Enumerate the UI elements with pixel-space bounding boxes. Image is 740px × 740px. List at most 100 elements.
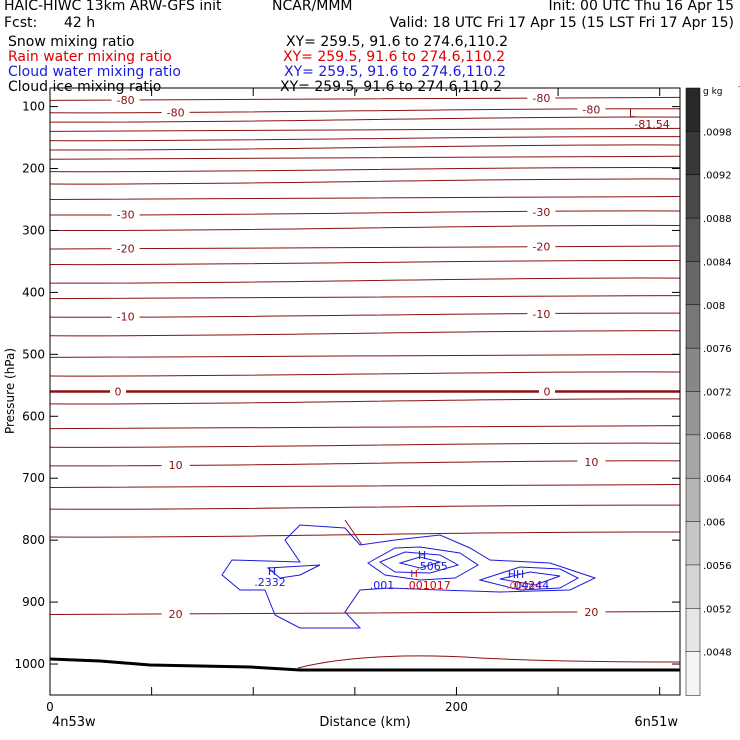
isotherm-label-bg [161, 459, 190, 472]
isotherm-line [49, 155, 681, 160]
isotherm-label-bg [527, 240, 556, 253]
isotherm-line [49, 483, 681, 489]
isotherm-line [49, 127, 681, 132]
colorbar-unit-exponent: -1 [738, 83, 740, 91]
colorbar-tick-label: .0068 [703, 431, 732, 442]
colorbar-tick-label: .0092 [703, 171, 732, 182]
isotherm-line [49, 442, 681, 448]
y-tick-label: 200 [22, 162, 45, 176]
isotherm-label: -20 [532, 241, 550, 254]
isotherm-line [49, 178, 681, 185]
isotherm-label: 10 [169, 459, 183, 472]
isotherm-label-bg [111, 208, 140, 221]
field-name-rain: Rain water mixing ratio [8, 49, 172, 65]
isotherm-line [49, 224, 681, 232]
rain-value: .001017 [405, 579, 451, 592]
cloud-water-high-marker: H [418, 549, 426, 562]
isotherm-line [49, 116, 681, 123]
isotherm-label: -20 [117, 243, 135, 256]
isotherm-line [49, 210, 681, 216]
colorbar-tick-label: .0084 [703, 257, 732, 268]
isotherm-line [49, 398, 681, 405]
isotherm-line [297, 655, 681, 669]
isotherm-line [49, 371, 681, 377]
isotherm-line [49, 531, 681, 538]
colorbar: .0098 .0092 .0088 .0084 .008 .0076 .0072 .0068.… [685, 83, 740, 696]
isotherm-label-bg [111, 242, 140, 255]
colorbar-tick-label: .0098 [703, 127, 732, 138]
y-tick-label: 800 [22, 533, 45, 547]
cloud-water-contour [221, 524, 597, 629]
isotherm-line [49, 353, 681, 359]
isotherm-label-bg [527, 308, 556, 321]
y-tick-label: 100 [22, 100, 45, 114]
endpoint-right: 6n51w [634, 715, 678, 730]
cloud-water-high-marker: H [268, 565, 276, 578]
isotherm-label: -80 [167, 106, 185, 119]
isotherm-label-bg [577, 455, 606, 468]
isotherm-line [49, 136, 681, 142]
colorbar-tick-label: .006 [703, 518, 725, 529]
y-tick-label: 700 [22, 471, 45, 485]
field-name-snow: Snow mixing ratio [8, 34, 135, 50]
cloud-water-contour [266, 564, 321, 579]
isotherm-line [49, 277, 681, 284]
isotherm-label: 10 [584, 456, 598, 469]
field-xy-cloud-water: XY= 259.5, 91.6 to 274.6,110.2 [284, 64, 507, 80]
isotherm-line [49, 330, 681, 337]
isotherm-line [49, 245, 681, 250]
chart-title: HAIC-HIWC 13km ARW-GFS init [4, 0, 222, 14]
isotherm-label-bg [527, 205, 556, 218]
y-tick-label: 300 [22, 223, 45, 237]
cloud-water-contour [499, 571, 561, 586]
colorbar-bin [685, 87, 701, 133]
cloud-water-value: .2332 [254, 576, 286, 589]
colorbar-bin [685, 131, 701, 176]
isotherm-label: 20 [169, 608, 183, 621]
colorbar-bin [685, 651, 701, 696]
isotherm-label-bg [527, 92, 556, 105]
x-axis-label: Distance (km) [319, 715, 410, 730]
colorbar-bin [685, 521, 701, 566]
cloud-water-value: .001 [370, 579, 395, 592]
low-value: -81.54 [634, 118, 669, 131]
y-axis-label: Pressure (hPa) [3, 348, 17, 434]
colorbar-tick-label: .0088 [703, 214, 732, 225]
isotherm-line [49, 312, 681, 318]
cloud-water-value: .5065 [416, 560, 448, 573]
colorbar-bin [685, 347, 701, 393]
colorbar-unit: g kg [703, 87, 723, 97]
isotherm-line [49, 294, 681, 300]
isotherm-label: -10 [532, 308, 550, 321]
colorbar-bin [685, 608, 701, 653]
colorbar-bin [685, 174, 701, 219]
isotherm-label: 20 [584, 606, 598, 619]
colorbar-tick-label: .0052 [703, 604, 732, 615]
colorbar-tick-label: .0056 [703, 561, 732, 572]
colorbar-bin [685, 261, 701, 306]
cloud-water-contour [367, 546, 479, 581]
y-tick-label: 400 [22, 285, 45, 299]
isotherm-label: -30 [532, 206, 550, 219]
isotherm-label: -30 [117, 208, 135, 221]
isotherm-line [49, 167, 681, 173]
cloud-water-contour [478, 566, 580, 591]
colorbar-tick-label: .008 [703, 301, 725, 312]
rain-high-marker: H [410, 569, 418, 580]
isotherm-line [49, 425, 681, 430]
y-tick-label: 900 [22, 595, 45, 609]
isotherm-line [49, 144, 681, 151]
isotherm-label: 0 [544, 386, 551, 399]
y-tick-label: 500 [22, 347, 45, 361]
x-tick-label: 200 [445, 700, 468, 714]
forecast-hour: 42 h [64, 15, 96, 31]
isotherm-label-bg [539, 385, 555, 398]
isotherm-label-bg [111, 94, 140, 107]
y-tick-label: 600 [22, 409, 45, 423]
isotherm-line [344, 519, 363, 546]
isotherm-label-bg [110, 385, 126, 398]
isotherm-label-bg [161, 608, 190, 621]
colorbar-tick-label: .0064 [703, 474, 732, 485]
